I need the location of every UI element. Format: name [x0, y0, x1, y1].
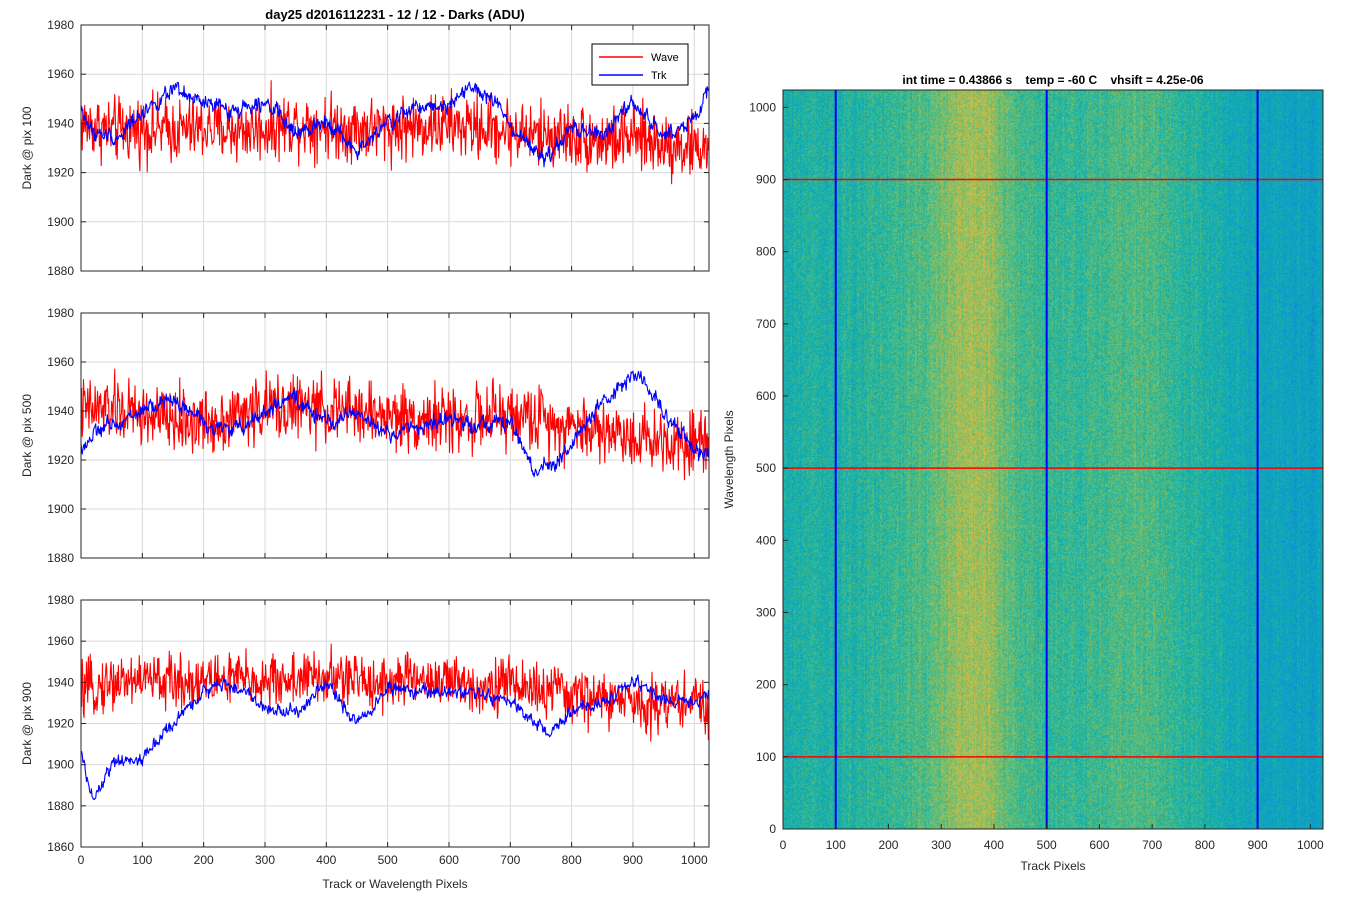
- heatmap-x-axis-label: Track Pixels: [1021, 859, 1086, 873]
- figure-title: day25 d2016112231 - 12 / 12 - Darks (ADU…: [265, 7, 524, 22]
- y-tick-label: 1920: [47, 717, 74, 731]
- y-tick-label: 1880: [47, 264, 74, 278]
- heatmap-x-tick-label: 700: [1142, 838, 1162, 852]
- heatmap-y-tick-label: 1000: [749, 100, 776, 114]
- heatmap-y-tick-label: 100: [756, 750, 776, 764]
- x-tick-label: 500: [378, 853, 398, 867]
- x-tick-label: 800: [562, 853, 582, 867]
- x-tick-label: 300: [255, 853, 275, 867]
- y-tick-label: 1900: [47, 215, 74, 229]
- x-tick-label: 100: [132, 853, 152, 867]
- x-tick-label: 400: [316, 853, 336, 867]
- heatmap-title: int time = 0.43866 s temp = -60 C vhsift…: [902, 73, 1203, 87]
- y-tick-label: 1980: [47, 306, 74, 320]
- heatmap-x-tick-label: 0: [780, 838, 787, 852]
- heatmap-y-tick-label: 600: [756, 389, 776, 403]
- y-tick-label: 1940: [47, 404, 74, 418]
- heatmap-x-tick-label: 800: [1195, 838, 1215, 852]
- x-axis-label: Track or Wavelength Pixels: [322, 877, 467, 891]
- y-axis-label: Dark @ pix 100: [20, 106, 34, 189]
- heatmap-y-tick-label: 800: [756, 245, 776, 259]
- heatmap-y-tick-label: 200: [756, 678, 776, 692]
- y-tick-label: 1980: [47, 18, 74, 32]
- heatmap-y-tick-label: 300: [756, 605, 776, 619]
- heatmap-x-tick-label: 900: [1248, 838, 1268, 852]
- heatmap-y-axis-label: Wavelength Pixels: [722, 410, 736, 508]
- y-tick-label: 1920: [47, 453, 74, 467]
- x-tick-label: 200: [194, 853, 214, 867]
- heatmap-axes-box: [782, 89, 1324, 830]
- legend-box: [591, 43, 689, 86]
- series-line-wave: [80, 368, 709, 481]
- heatmap-x-tick-label: 300: [931, 838, 951, 852]
- series-line-trk: [80, 674, 709, 801]
- heatmap-y-tick-label: 700: [756, 317, 776, 331]
- heatmap-y-tick-label: 900: [756, 172, 776, 186]
- y-tick-label: 1860: [47, 840, 74, 854]
- heatmap-x-tick-label: 100: [826, 838, 846, 852]
- y-tick-label: 1940: [47, 116, 74, 130]
- y-tick-label: 1980: [47, 593, 74, 607]
- y-axis-label: Dark @ pix 500: [20, 394, 34, 477]
- legend: Wave Trk: [591, 43, 689, 86]
- y-tick-label: 1920: [47, 166, 74, 180]
- y-tick-label: 1960: [47, 634, 74, 648]
- heatmap-image: [783, 90, 1323, 829]
- x-tick-label: 900: [623, 853, 643, 867]
- y-axis-label: Dark @ pix 900: [20, 682, 34, 765]
- heatmap-y-tick-label: 0: [769, 822, 776, 836]
- heatmap-y-tick-label: 500: [756, 461, 776, 475]
- series-line-wave: [80, 643, 709, 742]
- panel-2-dark-pix-500: 1880 1900 1920 1940 1960 1980 Dark @ pix 500: [20, 306, 710, 565]
- legend-trk-label: Trk: [651, 70, 667, 82]
- x-tick-label: 600: [439, 853, 459, 867]
- series-line-trk: [80, 370, 709, 478]
- axes-box: [80, 312, 710, 559]
- x-tick-label: 700: [500, 853, 520, 867]
- y-tick-label: 1900: [47, 758, 74, 772]
- y-tick-label: 1960: [47, 67, 74, 81]
- y-tick-label: 1960: [47, 355, 74, 369]
- heatmap-x-tick-label: 1000: [1297, 838, 1324, 852]
- axes-box: [80, 24, 710, 272]
- heatmap-panel: int time = 0.43866 s temp = -60 C vhsift…: [722, 73, 1324, 873]
- legend-wave-label: Wave: [651, 52, 679, 64]
- x-tick-label: 1000: [681, 853, 708, 867]
- heatmap-x-tick-label: 200: [878, 838, 898, 852]
- x-tick-label: 0: [78, 853, 85, 867]
- heatmap-x-tick-label: 400: [984, 838, 1004, 852]
- y-tick-label: 1940: [47, 675, 74, 689]
- series-line-trk: [80, 81, 709, 168]
- y-tick-label: 1900: [47, 502, 74, 516]
- panel-3-dark-pix-900: 0 100 200 300 400 500 600 700 800 900 1000 1860 1880…: [20, 593, 710, 891]
- y-tick-label: 1880: [47, 799, 74, 813]
- y-tick-label: 1880: [47, 551, 74, 565]
- heatmap-x-tick-label: 500: [1037, 838, 1057, 852]
- heatmap-x-tick-label: 600: [1089, 838, 1109, 852]
- heatmap-y-tick-label: 400: [756, 533, 776, 547]
